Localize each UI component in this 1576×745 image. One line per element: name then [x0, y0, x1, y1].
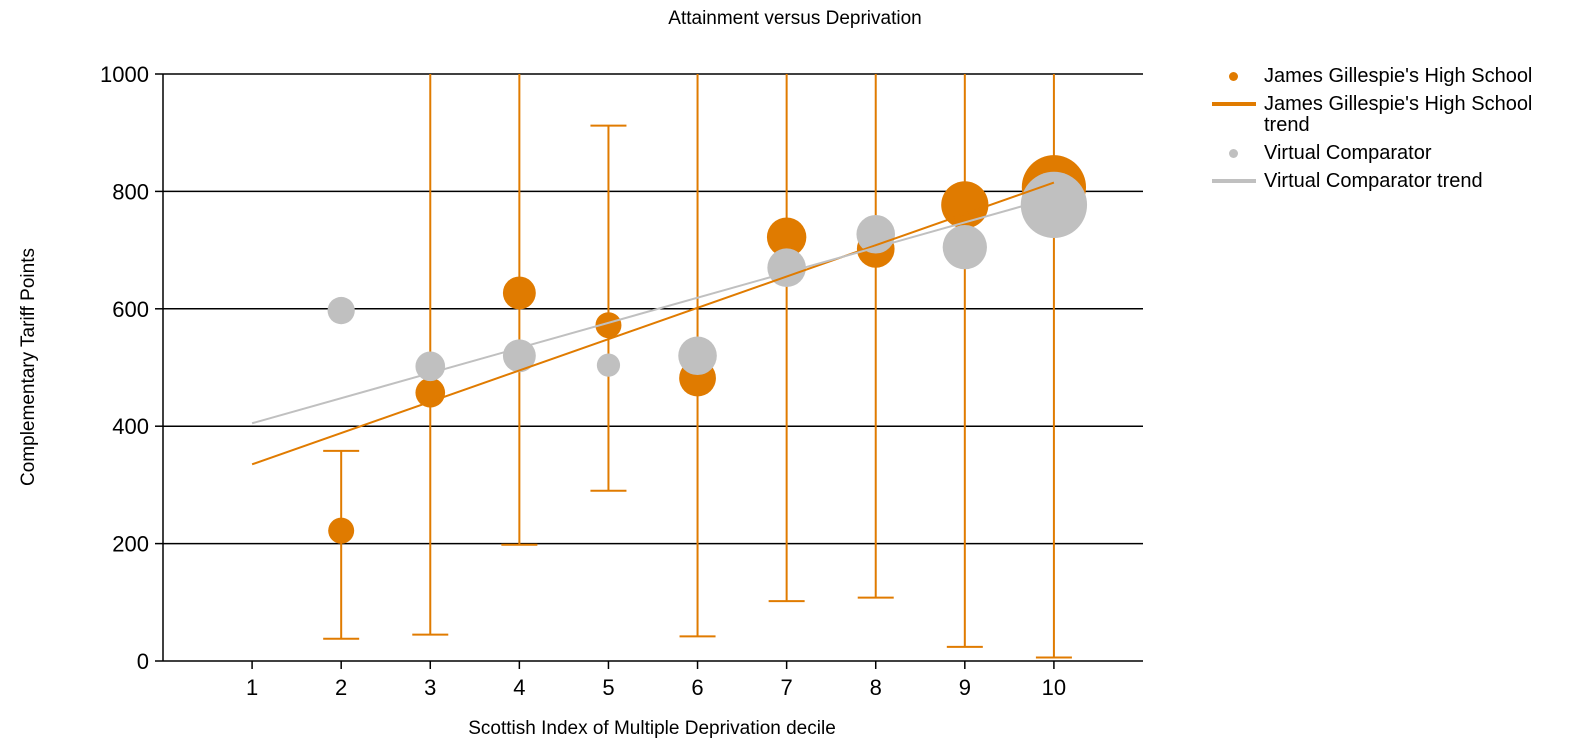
comparator-point-10: [1020, 171, 1088, 239]
comparator-point-5: [596, 353, 621, 377]
legend-label-comparator-trend: Virtual Comparator trend: [1264, 170, 1483, 192]
legend-swatch-comparator: [1229, 149, 1238, 158]
x-axis-label: Scottish Index of Multiple Deprivation d…: [468, 718, 836, 739]
y-tick-label-600: 600: [112, 297, 149, 322]
school-point-4: [502, 276, 536, 310]
school-point-9: [941, 181, 989, 229]
comparator-point-7: [767, 248, 806, 287]
school-point-7: [766, 217, 807, 257]
school-trend-line: [251, 181, 1055, 466]
x-tick-label-1: 1: [246, 675, 258, 700]
legend-swatch-school: [1229, 72, 1238, 81]
y-tick-label-400: 400: [112, 414, 149, 439]
y-tick-label-0: 0: [137, 649, 149, 674]
school-point-3: [415, 377, 446, 408]
y-tick-label-1000: 1000: [100, 62, 149, 87]
x-tick-label-2: 2: [335, 675, 347, 700]
x-tick-label-5: 5: [602, 675, 614, 700]
school-point-2: [328, 517, 355, 544]
legend-item-comparator: Virtual Comparator: [1212, 143, 1572, 164]
comparator-point-6: [678, 336, 717, 376]
x-tick-label-7: 7: [781, 675, 793, 700]
comparator-point-4: [502, 339, 536, 373]
comparator-point-9: [942, 225, 987, 270]
comparator-trend-line: [251, 196, 1055, 425]
comparator-point-3: [415, 351, 446, 382]
school-point-5: [595, 312, 622, 339]
chart-title: Attainment versus Deprivation: [668, 8, 921, 29]
legend-label-school: James Gillespie's High School: [1264, 65, 1533, 87]
legend-item-comparator-trend: Virtual Comparator trend: [1212, 171, 1572, 192]
legend-item-school: James Gillespie's High School: [1212, 66, 1572, 87]
y-tick-label-800: 800: [112, 179, 149, 204]
y-axis-label: Complementary Tariff Points: [18, 248, 39, 486]
legend-label-school-trend: James Gillespie's High School trend: [1264, 93, 1533, 136]
trend-lines: [251, 181, 1055, 466]
y-tick-label-200: 200: [112, 532, 149, 557]
x-tick-label-10: 10: [1042, 675, 1066, 700]
legend-item-school-trend: James Gillespie's High School trend: [1212, 94, 1572, 136]
x-tick-label-6: 6: [691, 675, 703, 700]
grid-lines: [163, 73, 1143, 545]
legend-swatch-comparator-trend: [1212, 179, 1256, 183]
comparator-point-2: [327, 296, 355, 325]
axis-ticks: 0 200 400 600 800 1000 1 2 3 4 5 6 7 8 9 10: [100, 62, 1066, 700]
legend: James Gillespie's High School James Gill…: [1212, 66, 1572, 199]
x-tick-label-3: 3: [424, 675, 436, 700]
x-tick-label-9: 9: [959, 675, 971, 700]
x-tick-label-4: 4: [513, 675, 525, 700]
axes: [162, 74, 1143, 662]
data-points: [327, 155, 1088, 544]
x-tick-label-8: 8: [870, 675, 882, 700]
legend-label-comparator: Virtual Comparator: [1264, 142, 1432, 164]
legend-swatch-school-trend: [1212, 102, 1256, 106]
